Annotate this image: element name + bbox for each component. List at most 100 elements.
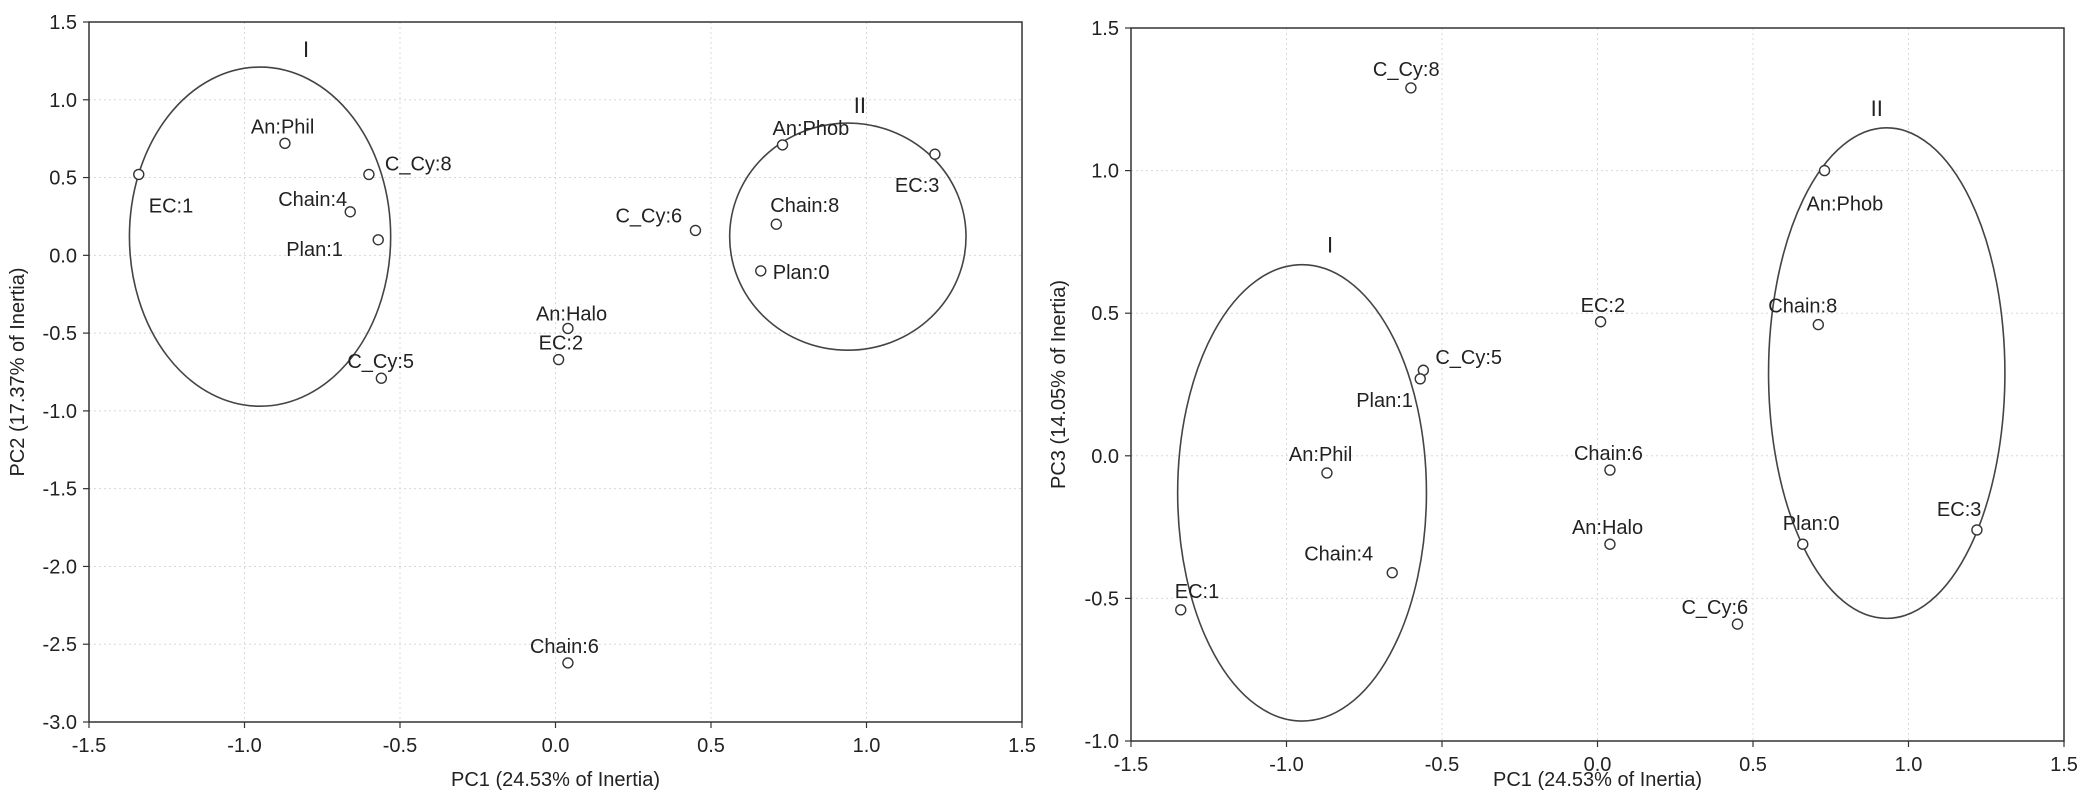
point-label-ec-1: EC:1 bbox=[149, 195, 193, 217]
y-tick-label: 1.0 bbox=[49, 90, 77, 112]
group-ellipse-ii bbox=[728, 122, 967, 352]
point-label-chain-6: Chain:6 bbox=[530, 636, 599, 658]
x-tick-label: 1.5 bbox=[1008, 735, 1036, 757]
point-label-an-phob: An:Phob bbox=[1807, 194, 1884, 216]
point-marker-ec-1 bbox=[1175, 604, 1187, 616]
point-marker-c-cy-6 bbox=[1731, 618, 1744, 630]
group-ellipse-ii bbox=[1767, 127, 2006, 620]
y-tick-label: -0.5 bbox=[1085, 588, 1119, 610]
x-axis-label: PC1 (24.53% of Inertia) bbox=[451, 769, 660, 791]
group-label-i: I bbox=[1327, 233, 1333, 258]
y-tick-label: 0.5 bbox=[1091, 303, 1119, 325]
point-label-plan-1: Plan:1 bbox=[1356, 390, 1413, 412]
point-label-c-cy-5: C_Cy:5 bbox=[1435, 347, 1502, 369]
y-tick-label: -2.5 bbox=[43, 634, 77, 656]
point-label-an-phil: An:Phil bbox=[1289, 444, 1352, 466]
x-tick-label: -1.0 bbox=[227, 735, 261, 757]
point-marker-c-cy-8 bbox=[363, 168, 375, 181]
x-tick-label: 0.0 bbox=[1584, 754, 1612, 776]
x-tick-label: 1.0 bbox=[1895, 754, 1923, 776]
point-marker-an-halo bbox=[562, 322, 574, 335]
point-label-ec-1: EC:1 bbox=[1175, 581, 1219, 603]
x-tick-label: -0.5 bbox=[1425, 754, 1459, 776]
point-label-plan-0: Plan:0 bbox=[773, 262, 830, 284]
point-label-an-halo: An:Halo bbox=[1572, 517, 1643, 539]
point-marker-c-cy-6 bbox=[689, 224, 702, 237]
point-label-chain-6: Chain:6 bbox=[1574, 443, 1643, 465]
point-marker-plan-1 bbox=[1414, 373, 1426, 385]
point-label-c-cy-6: C_Cy:6 bbox=[1681, 597, 1748, 619]
point-marker-an-halo bbox=[1604, 538, 1616, 550]
point-label-ec-3: EC:3 bbox=[1937, 499, 1981, 521]
point-marker-ec-3 bbox=[929, 148, 941, 160]
point-label-an-phil: An:Phil bbox=[251, 116, 314, 138]
point-label-c-cy-8: C_Cy:8 bbox=[385, 153, 452, 175]
point-label-plan-1: Plan:1 bbox=[286, 239, 343, 261]
y-tick-label: -1.0 bbox=[43, 401, 77, 423]
y-axis-label: PC2 (17.37% of Inertia) bbox=[7, 268, 29, 477]
x-tick-label: -1.0 bbox=[1269, 754, 1303, 776]
y-tick-label: -1.5 bbox=[43, 479, 77, 501]
y-axis-label: PC3 (14.05% of Inertia) bbox=[1048, 280, 1070, 489]
y-tick-label: 1.5 bbox=[49, 12, 77, 34]
point-label-ec-2: EC:2 bbox=[539, 333, 583, 355]
point-marker-plan-0 bbox=[1797, 538, 1809, 550]
y-tick-label: -2.0 bbox=[43, 556, 77, 578]
x-tick-label: 1.5 bbox=[2050, 754, 2078, 776]
point-marker-ec-1 bbox=[133, 168, 145, 181]
point-label-an-phob: An:Phob bbox=[773, 118, 850, 140]
point-label-c-cy-5: C_Cy:5 bbox=[347, 351, 414, 373]
point-marker-an-phil bbox=[279, 137, 291, 150]
point-marker-plan-1 bbox=[372, 234, 384, 246]
point-marker-plan-0 bbox=[755, 265, 767, 277]
x-tick-label: -1.5 bbox=[72, 735, 106, 757]
point-marker-chain-6 bbox=[1604, 464, 1616, 476]
x-tick-label: -1.5 bbox=[1114, 754, 1148, 776]
plot-frame bbox=[1130, 27, 2065, 742]
point-label-ec-3: EC:3 bbox=[895, 175, 939, 197]
point-marker-an-phob bbox=[1818, 164, 1831, 177]
x-tick-label: 0.5 bbox=[697, 735, 725, 757]
point-marker-an-phil bbox=[1321, 467, 1333, 479]
point-marker-ec-3 bbox=[1971, 524, 1983, 536]
y-tick-label: 0.0 bbox=[49, 245, 77, 267]
y-tick-label: -0.5 bbox=[43, 323, 77, 345]
group-label-i: I bbox=[303, 37, 309, 62]
x-tick-label: 0.5 bbox=[1739, 754, 1767, 776]
point-marker-chain-8 bbox=[770, 218, 783, 230]
y-tick-label: 0.0 bbox=[1091, 446, 1119, 468]
group-ellipse-i bbox=[1176, 263, 1428, 722]
point-marker-ec-2 bbox=[552, 353, 565, 366]
point-marker-c-cy-8 bbox=[1405, 82, 1417, 94]
point-label-an-halo: An:Halo bbox=[536, 303, 607, 325]
x-tick-label: 0.0 bbox=[542, 735, 570, 757]
point-label-chain-8: Chain:8 bbox=[1768, 296, 1837, 318]
y-tick-label: 1.0 bbox=[1091, 161, 1119, 183]
group-label-ii: II bbox=[1871, 96, 1883, 121]
point-label-chain-4: Chain:4 bbox=[278, 189, 347, 211]
point-label-chain-8: Chain:8 bbox=[770, 195, 839, 217]
point-label-ec-2: EC:2 bbox=[1581, 295, 1625, 317]
group-ellipse-i bbox=[128, 66, 392, 408]
point-marker-chain-4 bbox=[1386, 567, 1398, 579]
point-marker-c-cy-5 bbox=[375, 372, 388, 384]
plot-frame bbox=[88, 21, 1023, 723]
y-tick-label: -3.0 bbox=[43, 712, 77, 734]
group-label-ii: II bbox=[854, 93, 866, 118]
pc1-pc2-scatter-panel: -1.5 -1.0 -0.5 0.0 0.5 1.0 1.5 -3.0 -2.5 -2.0 -1.5… bbox=[7, 12, 1036, 791]
point-label-chain-4: Chain:4 bbox=[1304, 544, 1373, 566]
point-label-plan-0: Plan:0 bbox=[1783, 513, 1840, 535]
x-tick-label: -0.5 bbox=[383, 735, 417, 757]
point-marker-chain-4 bbox=[344, 206, 356, 218]
point-marker-ec-2 bbox=[1594, 316, 1607, 328]
x-tick-label: 1.0 bbox=[853, 735, 881, 757]
pc1-pc3-scatter-panel: -1.5 -1.0 -0.5 0.0 0.5 1.0 1.5-1.0-0.50.00.51.… bbox=[1048, 18, 2078, 791]
y-tick-label: 0.5 bbox=[49, 168, 77, 190]
point-marker-chain-6 bbox=[562, 657, 574, 669]
point-label-c-cy-6: C_Cy:6 bbox=[615, 205, 682, 227]
point-label-c-cy-8: C_Cy:8 bbox=[1373, 59, 1440, 81]
y-tick-label: 1.5 bbox=[1091, 18, 1119, 40]
point-marker-chain-8 bbox=[1812, 318, 1825, 331]
point-marker-an-phob bbox=[776, 139, 789, 151]
